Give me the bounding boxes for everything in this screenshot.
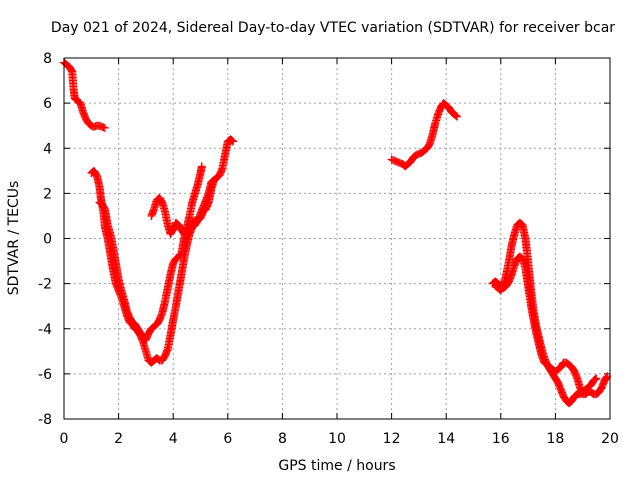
data-point bbox=[100, 123, 109, 132]
data-point bbox=[453, 112, 462, 121]
x-axis-label: GPS time / hours bbox=[278, 458, 395, 474]
x-tick-label: 20 bbox=[601, 431, 619, 447]
data-point bbox=[591, 375, 600, 384]
y-tick-label: -2 bbox=[38, 277, 52, 293]
data-point bbox=[451, 111, 460, 120]
data-points bbox=[60, 58, 612, 408]
plot-frame bbox=[63, 57, 611, 420]
y-tick-label: 0 bbox=[43, 232, 52, 248]
data-point bbox=[227, 135, 236, 144]
x-tick-label: 6 bbox=[223, 431, 232, 447]
y-tick-label: -8 bbox=[38, 412, 52, 428]
y-tick-label: 8 bbox=[43, 51, 52, 67]
y-axis-label: SDTVAR / TECUs bbox=[6, 181, 22, 296]
x-tick-label: 2 bbox=[114, 431, 123, 447]
y-tick-label: 2 bbox=[43, 186, 52, 202]
x-tick-label: 18 bbox=[546, 431, 564, 447]
y-tick-label: -6 bbox=[38, 367, 52, 383]
x-tick-label: 10 bbox=[328, 431, 346, 447]
x-tick-label: 0 bbox=[60, 431, 69, 447]
data-point bbox=[602, 373, 611, 382]
x-tick-label: 14 bbox=[437, 431, 455, 447]
axis-ticks: 0 2 4 6 8 10 12 14 16 18 20 -8 -6 -4 -2 0 2 4 6 8 bbox=[38, 51, 619, 447]
data-point bbox=[590, 375, 599, 384]
x-tick-label: 12 bbox=[383, 431, 401, 447]
data-point bbox=[452, 111, 461, 120]
y-tick-label: -4 bbox=[38, 322, 52, 338]
data-point bbox=[197, 162, 206, 171]
chart-title: Day 021 of 2024, Sidereal Day-to-day VTE… bbox=[51, 20, 615, 36]
data-point bbox=[229, 137, 238, 146]
data-point bbox=[592, 374, 601, 383]
x-tick-label: 16 bbox=[492, 431, 510, 447]
y-tick-label: 6 bbox=[43, 96, 52, 112]
x-tick-label: 8 bbox=[278, 431, 287, 447]
data-point bbox=[228, 136, 237, 145]
data-point bbox=[210, 175, 219, 184]
y-tick-label: 4 bbox=[43, 141, 52, 157]
x-tick-label: 4 bbox=[169, 431, 178, 447]
